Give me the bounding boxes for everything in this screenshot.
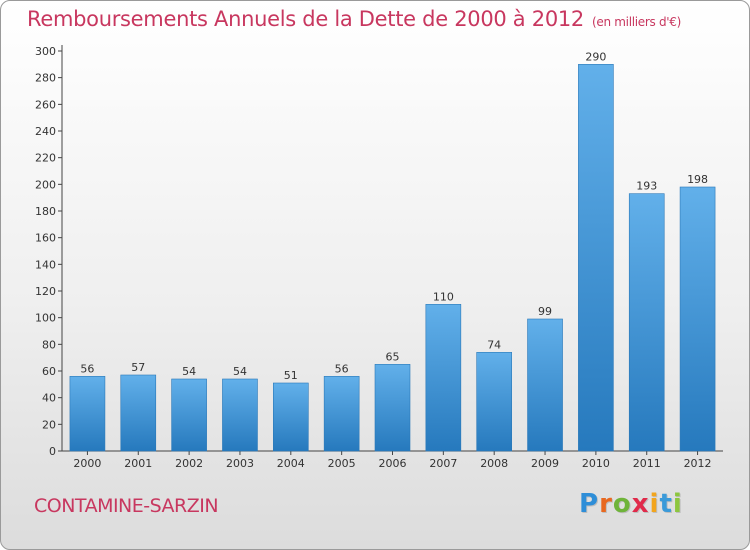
x-tick-label: 2002 (175, 457, 203, 470)
x-tick-label: 2011 (633, 457, 661, 470)
logo-letter: i (649, 489, 660, 519)
bar-2001[interactable] (120, 374, 157, 452)
proxiti-logo[interactable]: Proxiti (579, 489, 683, 519)
bar-2000[interactable] (69, 376, 106, 452)
bar-2010[interactable] (578, 64, 614, 452)
y-tick-label: 60 (42, 365, 56, 378)
y-tick-label: 20 (42, 418, 56, 431)
bar-value-label: 57 (131, 361, 145, 374)
bar-value-label: 54 (182, 365, 196, 378)
bars-layer: 56 57 54 54 51 56 65 110 74 99 290 193 198 (69, 50, 716, 452)
chart-title-text: Remboursements Annuels de la Dette de 20… (27, 7, 584, 31)
bar-2006[interactable] (374, 364, 411, 452)
bar-2008[interactable] (476, 352, 512, 452)
x-tick-label: 2000 (73, 457, 101, 470)
y-tick-label: 260 (35, 98, 56, 111)
chart-unit: (en milliers d'€) (592, 15, 682, 29)
y-tick-label: 300 (35, 45, 56, 58)
y-tick-label: 280 (35, 72, 56, 85)
x-tick-label: 2009 (531, 457, 559, 470)
x-tick-label: 2007 (429, 457, 457, 470)
y-tick-label: 240 (35, 125, 56, 138)
chart-title: Remboursements Annuels de la Dette de 20… (27, 7, 681, 31)
bar-2007[interactable] (425, 304, 462, 452)
y-tick-label: 200 (35, 178, 56, 191)
bar-2002[interactable] (171, 378, 207, 452)
x-tick-label: 2008 (480, 457, 508, 470)
y-tick-label: 160 (35, 232, 56, 245)
logo-letter: r (599, 489, 613, 519)
bar-value-label: 54 (233, 365, 247, 378)
axis-layer: 0 20 40 60 80 100 120 140 160 180 200 220 240 260 280 3… (35, 45, 723, 470)
bar-2009[interactable] (527, 318, 563, 452)
x-tick-label: 2003 (226, 457, 254, 470)
bar-value-label: 56 (335, 362, 349, 375)
x-tick-label: 2004 (277, 457, 305, 470)
bar-2005[interactable] (323, 376, 360, 452)
y-tick-label: 220 (35, 152, 56, 165)
bar-2003[interactable] (222, 378, 258, 452)
logo-letter: t (659, 489, 673, 519)
bar-value-label: 290 (585, 50, 606, 63)
y-tick-label: 100 (35, 312, 56, 325)
y-tick-label: 180 (35, 205, 56, 218)
x-tick-label: 2001 (124, 457, 152, 470)
bar-value-label: 56 (80, 362, 94, 375)
bar-value-label: 65 (386, 350, 400, 363)
x-tick-label: 2010 (582, 457, 610, 470)
bar-value-label: 99 (538, 305, 552, 318)
bar-value-label: 74 (487, 338, 501, 351)
bar-2012[interactable] (679, 186, 716, 452)
y-tick-label: 140 (35, 258, 56, 271)
bar-value-label: 198 (687, 173, 708, 186)
y-tick-label: 80 (42, 338, 56, 351)
x-tick-label: 2012 (684, 457, 712, 470)
bar-value-label: 51 (284, 369, 298, 382)
city-name: CONTAMINE-SARZIN (34, 495, 219, 517)
y-tick-label: 120 (35, 285, 56, 298)
y-tick-label: 40 (42, 392, 56, 405)
logo-letter: x (631, 489, 650, 519)
logo-letter: i (672, 489, 683, 519)
x-tick-label: 2005 (328, 457, 356, 470)
y-tick-label: 0 (49, 445, 56, 458)
logo-letter: P (579, 489, 600, 519)
bar-2004[interactable] (273, 382, 309, 452)
bar-2011[interactable] (628, 193, 665, 452)
logo-letter: o (612, 489, 632, 519)
x-tick-label: 2006 (379, 457, 407, 470)
bar-value-label: 193 (636, 180, 657, 193)
bar-value-label: 110 (433, 290, 454, 303)
